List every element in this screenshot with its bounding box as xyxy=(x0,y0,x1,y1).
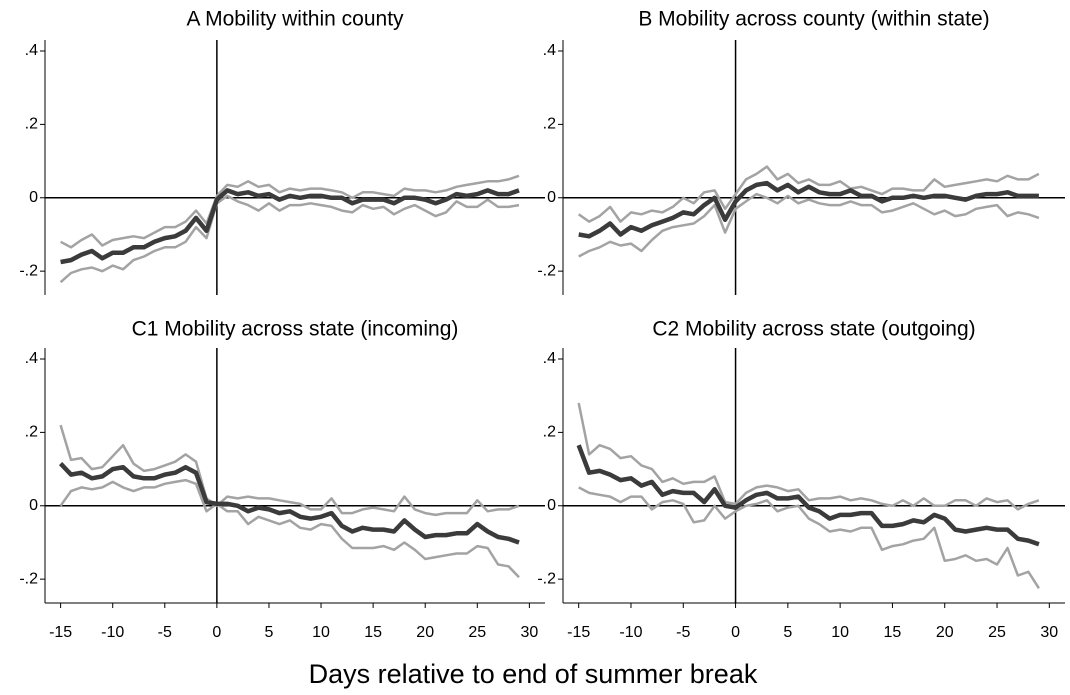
y-tick-label: 0 xyxy=(29,189,38,206)
y-tick-label: .2 xyxy=(25,424,38,441)
x-tick-label: 0 xyxy=(731,624,740,641)
x-tick-label: 30 xyxy=(1040,624,1058,641)
x-tick-label: 5 xyxy=(265,624,274,641)
y-tick-label: 0 xyxy=(547,497,556,514)
y-tick-label: -.2 xyxy=(19,570,38,587)
y-tick-label: .2 xyxy=(543,424,556,441)
x-tick-label: 20 xyxy=(416,624,434,641)
panel-title: C2 Mobility across state (outgoing) xyxy=(652,318,975,341)
x-tick-label: 20 xyxy=(936,624,954,641)
ci-line xyxy=(59,424,520,517)
y-tick-label: -.2 xyxy=(537,262,556,279)
x-tick-label: 30 xyxy=(520,624,538,641)
x-tick-label: 10 xyxy=(312,624,330,641)
panel-title: A Mobility within county xyxy=(186,8,404,31)
ci-line xyxy=(577,165,1040,223)
y-tick-label: .4 xyxy=(543,350,556,367)
x-tick-label: 5 xyxy=(783,624,792,641)
ci-line xyxy=(578,192,1040,258)
y-tick-label: 0 xyxy=(547,189,556,206)
x-tick-label: -10 xyxy=(619,624,642,641)
x-tick-label: 25 xyxy=(468,624,486,641)
x-tick-label: 0 xyxy=(212,624,221,641)
ci-line xyxy=(60,174,520,249)
estimate-line xyxy=(578,180,1039,239)
y-tick-label: .2 xyxy=(543,116,556,133)
x-tick-label: -15 xyxy=(567,624,590,641)
ci-line xyxy=(577,402,1040,511)
y-tick-label: .2 xyxy=(25,116,38,133)
x-tick-label: 15 xyxy=(884,624,902,641)
estimate-line xyxy=(576,444,1040,547)
ci-line xyxy=(578,486,1040,589)
x-tick-label: -15 xyxy=(49,624,72,641)
panel: A Mobility within county .4 .2 0 -.2 xyxy=(19,8,545,295)
x-tick-label: -10 xyxy=(101,624,124,641)
x-tick-label: 15 xyxy=(364,624,382,641)
ci-line xyxy=(59,194,520,284)
y-tick-label: -.2 xyxy=(537,570,556,587)
estimate-line xyxy=(60,188,520,265)
x-tick-label: -5 xyxy=(158,624,172,641)
ci-line xyxy=(59,478,520,579)
estimate-line xyxy=(58,462,520,545)
panel: C1 Mobility across state (incoming) .4 .2 0… xyxy=(19,318,545,641)
y-tick-label: -.2 xyxy=(19,262,38,279)
y-tick-label: .4 xyxy=(25,350,38,367)
panel: B Mobility across county (within state).… xyxy=(537,8,1065,295)
panel-title: B Mobility across county (within state) xyxy=(638,8,989,31)
panel-title: C1 Mobility across state (incoming) xyxy=(132,318,459,341)
y-tick-label: .4 xyxy=(543,42,556,59)
x-axis-title: Days relative to end of summer break xyxy=(309,659,758,689)
y-tick-label: .4 xyxy=(25,42,38,59)
y-tick-label: 0 xyxy=(29,497,38,514)
x-tick-label: 25 xyxy=(988,624,1006,641)
x-tick-label: -5 xyxy=(676,624,690,641)
panel: C2 Mobility across state (outgoing) .4 .2 0… xyxy=(537,318,1065,641)
x-tick-label: 10 xyxy=(831,624,849,641)
